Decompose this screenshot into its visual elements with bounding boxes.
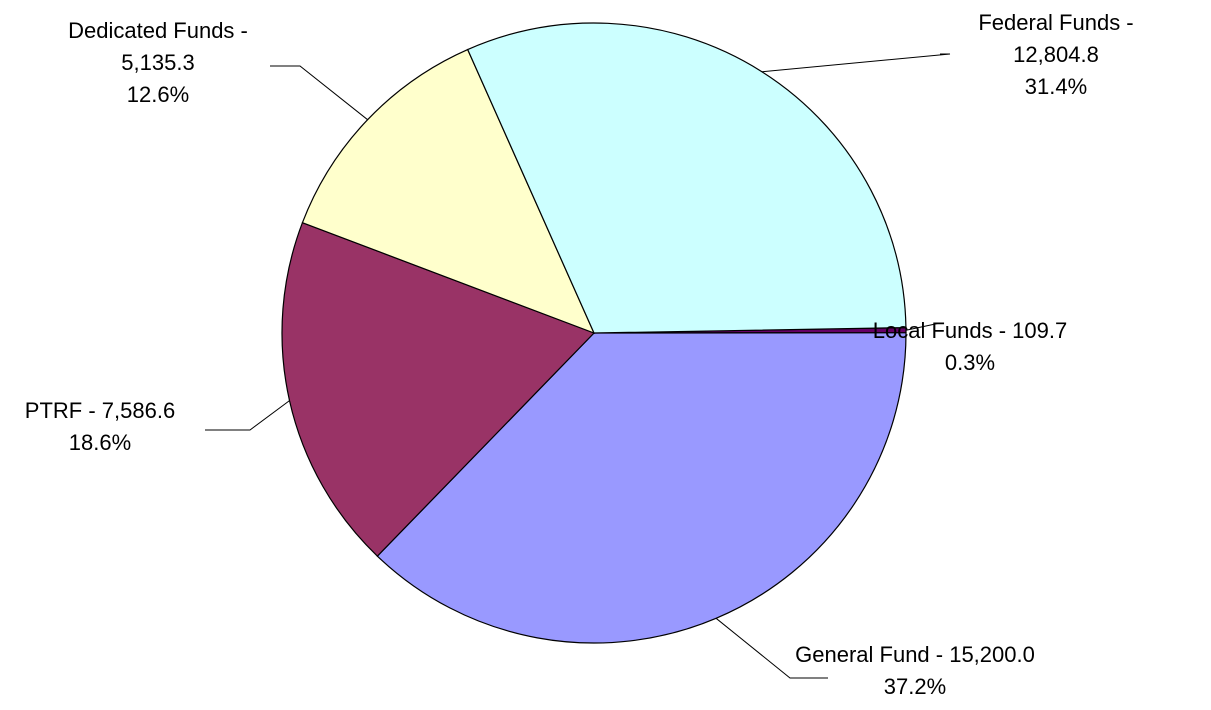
data-label-line: PTRF - 7,586.6 (25, 398, 175, 423)
pie-slice-ptrf (281, 221, 596, 557)
data-labels: Local Funds - 109.7 0.3% General Fund - 15… (25, 10, 1134, 699)
data-label-line: 5,135.3 (121, 50, 194, 75)
data-label-ptrf: PTRF - 7,586.6 18.6% (25, 398, 175, 455)
data-label-line: Dedicated Funds - (68, 18, 248, 43)
leader-line-federal-funds (761, 53, 951, 73)
data-label-line: 0.3% (945, 350, 995, 375)
leader-line-ptrf (205, 400, 290, 431)
data-label-line: 12.6% (127, 82, 189, 107)
data-label-line: Local Funds - 109.7 (873, 318, 1067, 343)
data-label-line: 31.4% (1025, 74, 1087, 99)
data-label-line: 12,804.8 (1013, 42, 1099, 67)
leader-lines (205, 53, 951, 679)
data-label-line: General Fund - 15,200.0 (795, 642, 1035, 667)
leader-line-local-funds (905, 322, 941, 331)
pie-slice-dedicated-funds (301, 48, 596, 335)
data-label-federal-funds: Federal Funds - 12,804.8 31.4% (978, 10, 1133, 99)
leader-line-general-fund (715, 617, 828, 679)
data-label-dedicated-funds: Dedicated Funds - 5,135.3 12.6% (68, 18, 248, 107)
leader-line-dedicated-funds (270, 65, 368, 121)
data-label-line: 18.6% (69, 430, 131, 455)
data-label-line: 37.2% (884, 674, 946, 699)
data-label-line: Federal Funds - (978, 10, 1133, 35)
pie-slice-general-fund (376, 332, 907, 644)
data-label-general-fund: General Fund - 15,200.0 37.2% (795, 642, 1035, 699)
pie-slices (281, 22, 907, 644)
data-label-local-funds: Local Funds - 109.7 0.3% (873, 318, 1067, 375)
